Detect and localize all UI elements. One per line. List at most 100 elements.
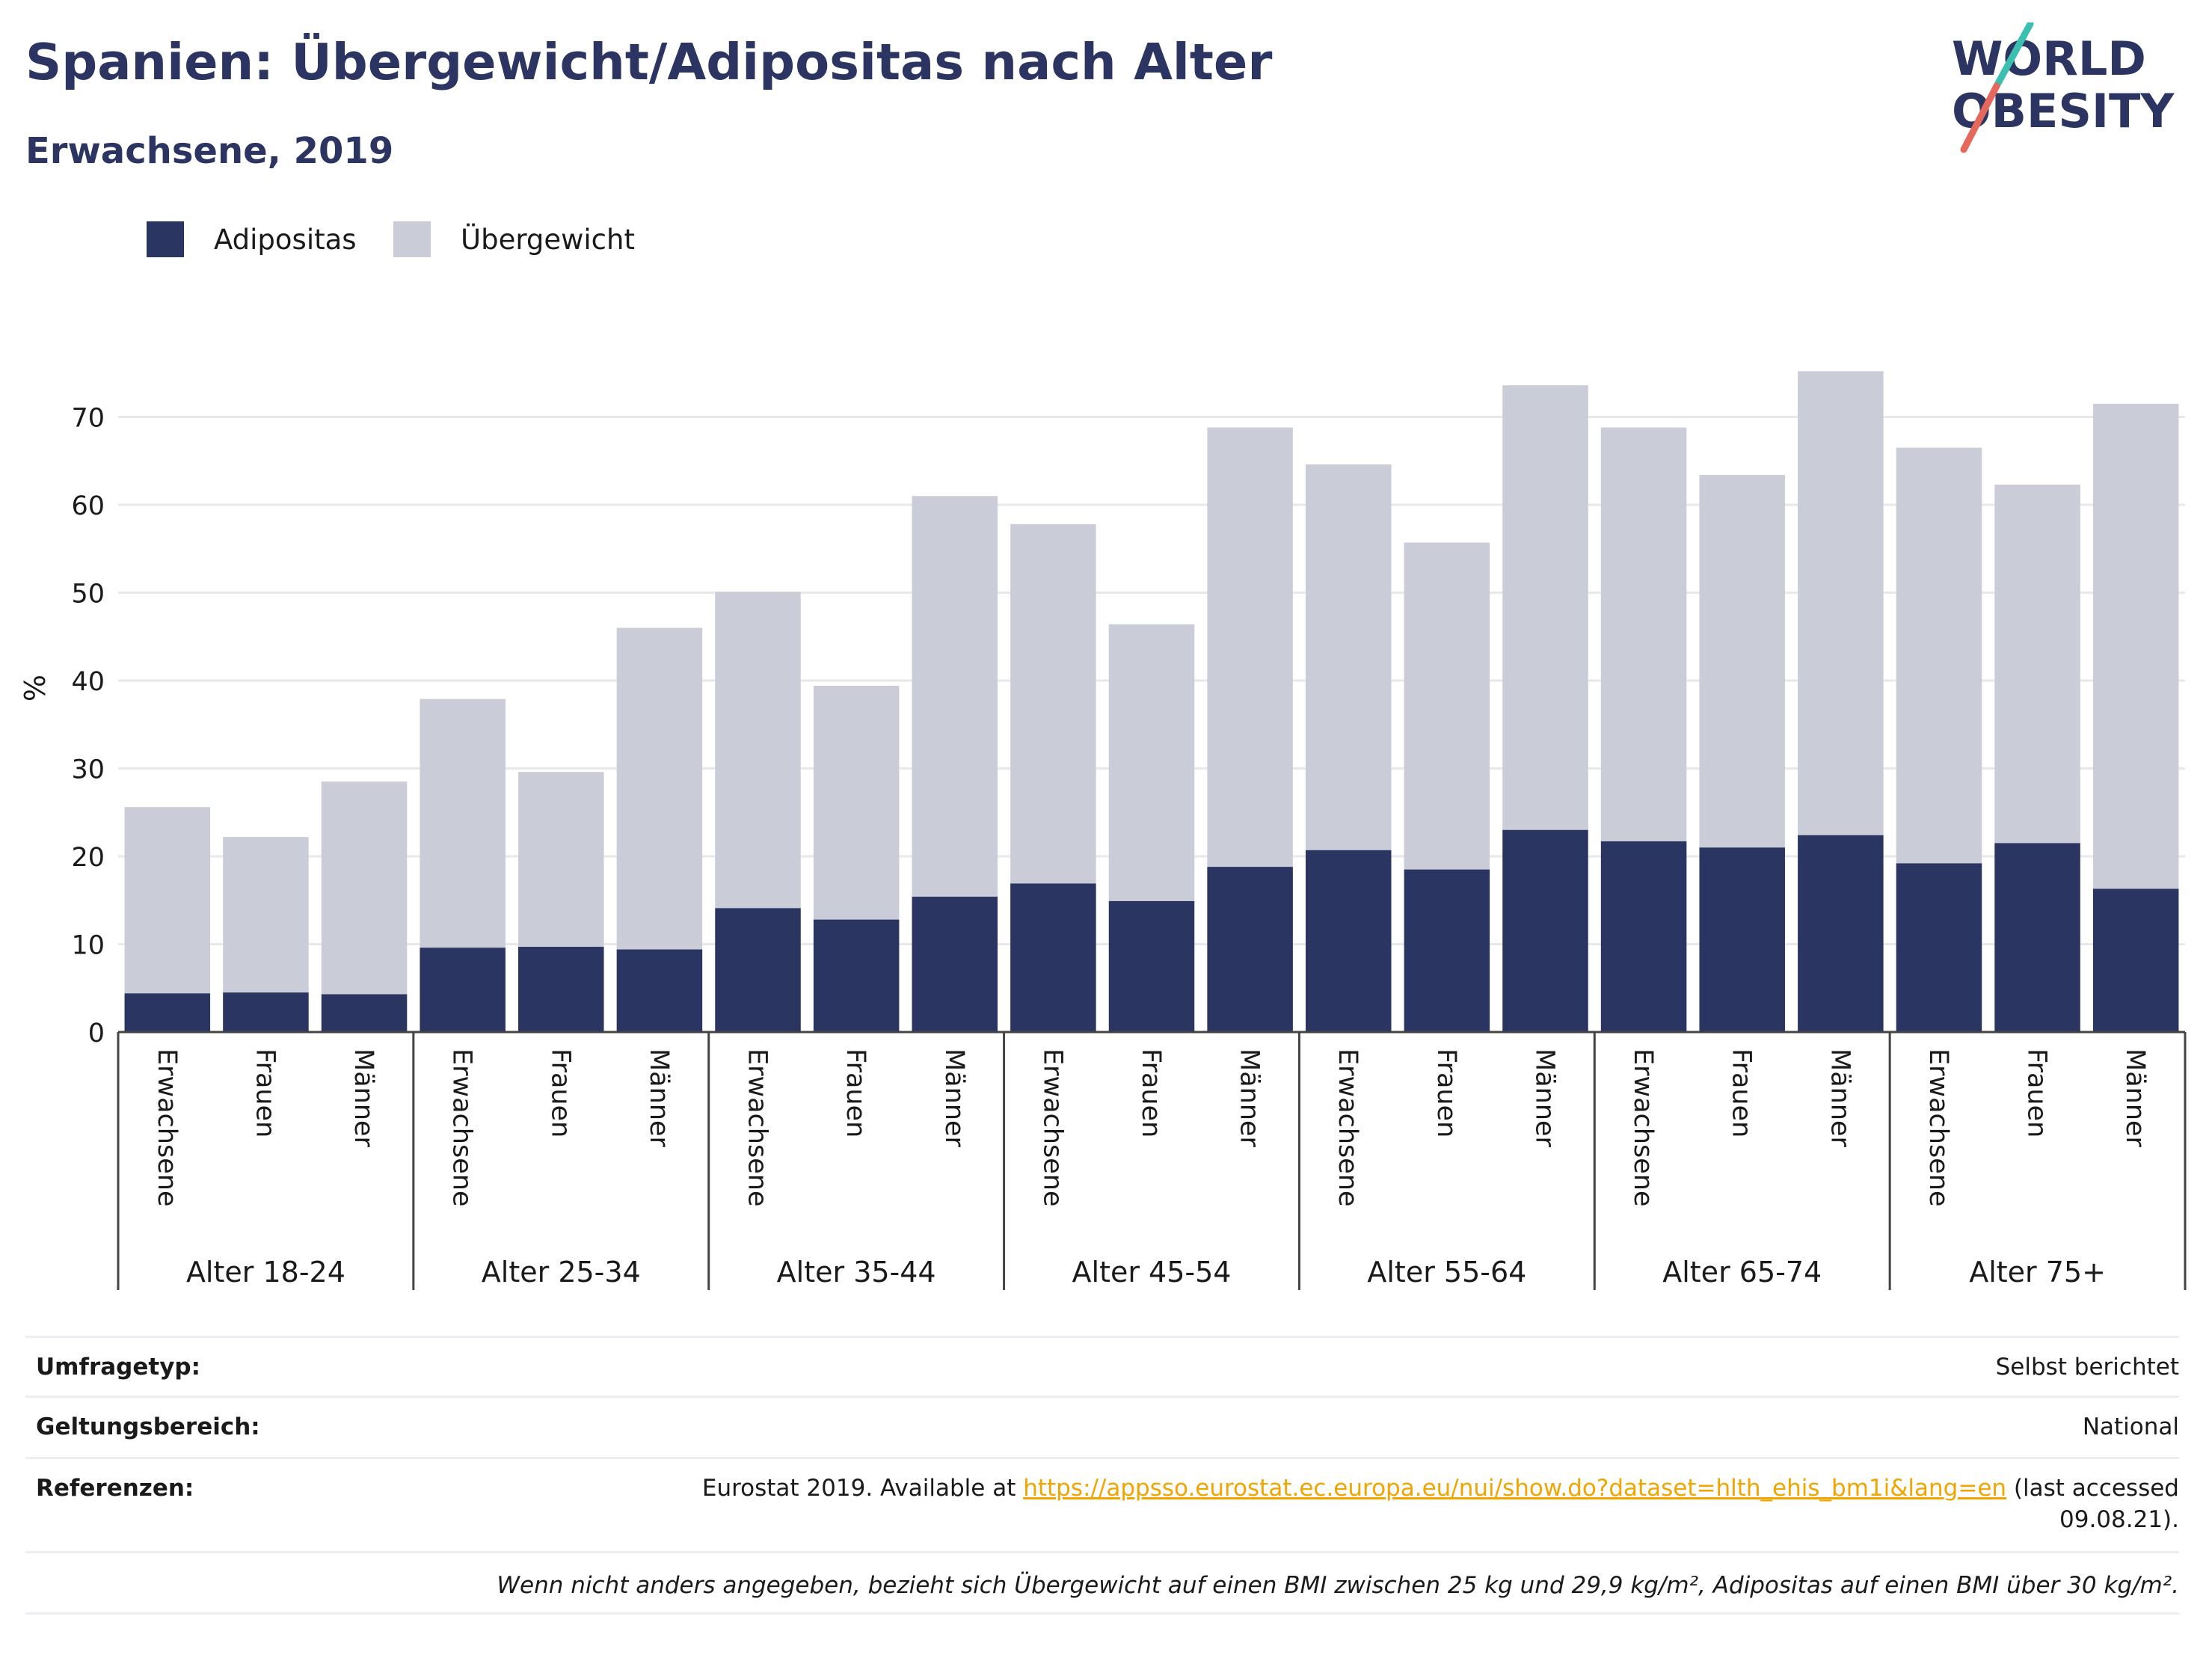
x-tick-label: Männer xyxy=(348,1048,378,1148)
x-tick-label: Erwachsene xyxy=(1333,1048,1362,1207)
group-label: Alter 35-44 xyxy=(777,1256,936,1289)
bar-adipositas xyxy=(813,919,900,1032)
bar-uebergewicht xyxy=(1798,371,1884,835)
bar-adipositas xyxy=(616,949,703,1032)
stacked-bar-chart: 0 10 20 30 40 50 60 70% Erwachsene Frauen Männer Er… xyxy=(19,371,2187,1290)
bar-uebergewicht xyxy=(1994,484,2080,844)
legend-label-uebergewicht: Übergewicht xyxy=(461,223,635,256)
y-tick-label: 20 xyxy=(71,843,105,873)
survey-type-label: Umfragetyp: xyxy=(36,1354,200,1381)
legend-item-uebergewicht[interactable]: Übergewicht xyxy=(393,221,635,257)
bar-uebergewicht xyxy=(1108,624,1195,901)
legend-swatch-adipositas xyxy=(147,221,184,257)
group-label: Alter 45-54 xyxy=(1072,1256,1232,1289)
group-label: Alter 65-74 xyxy=(1662,1256,1822,1289)
x-tick-label: Erwachsene xyxy=(152,1048,182,1207)
info-divider xyxy=(25,1336,2179,1338)
bar-adipositas xyxy=(1207,867,1293,1032)
survey-type-value: Selbst berichtet xyxy=(1995,1354,2179,1381)
bar-uebergewicht xyxy=(1896,447,1982,864)
bar-uebergewicht xyxy=(2092,403,2179,889)
bar-uebergewicht xyxy=(1502,385,1588,830)
y-tick-label: 10 xyxy=(71,931,105,961)
bar-uebergewicht xyxy=(813,686,900,920)
references-value: Eurostat 2019. Available at https://apps… xyxy=(702,1475,2179,1533)
y-tick-label: 0 xyxy=(88,1019,105,1048)
references-line-2: 09.08.21). xyxy=(2059,1506,2179,1533)
bar-uebergewicht xyxy=(1600,427,1687,842)
scope-label: Geltungsbereich: xyxy=(36,1413,260,1440)
bar-adipositas xyxy=(1600,841,1687,1032)
x-tick-label: Männer xyxy=(644,1048,674,1148)
x-tick-label: Männer xyxy=(1235,1048,1265,1148)
bar-adipositas xyxy=(1010,883,1096,1032)
y-tick-label: 30 xyxy=(71,755,105,785)
x-tick-label: Frauen xyxy=(1136,1048,1166,1137)
x-tick-label: Männer xyxy=(1529,1048,1559,1148)
bar-adipositas xyxy=(1699,847,1785,1032)
y-axis-label: % xyxy=(19,675,52,701)
bar-adipositas xyxy=(321,994,408,1032)
logo-text-obesity: OBESITY xyxy=(1952,84,2175,138)
bar-adipositas xyxy=(1404,869,1490,1032)
bar-uebergewicht xyxy=(124,807,211,994)
x-tick-label: Frauen xyxy=(2022,1048,2052,1137)
chart-title: Spanien: Übergewicht/Adipositas nach Alt… xyxy=(25,33,1273,91)
bar-adipositas xyxy=(124,993,211,1032)
group-label: Alter 75+ xyxy=(1969,1256,2106,1289)
references-text-after: (last accessed xyxy=(2006,1475,2179,1502)
bar-adipositas xyxy=(223,992,309,1032)
references-link[interactable]: https://appsso.eurostat.ec.europa.eu/nui… xyxy=(1023,1475,2007,1502)
x-tick-label: Erwachsene xyxy=(447,1048,477,1207)
x-tick-label: Frauen xyxy=(841,1048,870,1137)
bar-uebergewicht xyxy=(912,496,998,897)
references-text: Eurostat 2019. Available at xyxy=(701,1475,1024,1502)
bar-adipositas xyxy=(1305,850,1392,1032)
x-tick-label: Erwachsene xyxy=(1628,1048,1658,1207)
bar-uebergewicht xyxy=(1207,427,1293,868)
chart-subtitle: Erwachsene, 2019 xyxy=(25,130,394,172)
y-tick-label: 60 xyxy=(71,491,105,521)
x-tick-label: Erwachsene xyxy=(743,1048,772,1207)
scope-value: National xyxy=(2082,1413,2179,1440)
legend-item-adipositas[interactable]: Adipositas xyxy=(147,221,357,257)
y-tick-label: 50 xyxy=(71,580,105,610)
bar-adipositas xyxy=(1896,863,1982,1032)
x-tick-label: Männer xyxy=(1825,1048,1855,1148)
footnote: Wenn nicht anders angegeben, bezieht sic… xyxy=(497,1572,2179,1599)
x-tick-label: Erwachsene xyxy=(1923,1048,1953,1207)
y-tick-label: 70 xyxy=(71,404,105,434)
bar-uebergewicht xyxy=(1699,475,1785,848)
x-tick-label: Frauen xyxy=(1727,1048,1757,1137)
x-tick-label: Männer xyxy=(2120,1048,2150,1148)
bar-uebergewicht xyxy=(321,782,408,995)
bar-uebergewicht xyxy=(1010,523,1096,884)
bar-uebergewicht xyxy=(518,772,604,948)
x-tick-label: Erwachsene xyxy=(1037,1048,1067,1207)
bar-uebergewicht xyxy=(420,698,506,948)
group-label: Alter 25-34 xyxy=(482,1256,641,1289)
info-divider xyxy=(25,1612,2179,1615)
bar-adipositas xyxy=(1798,835,1884,1032)
bar-uebergewicht xyxy=(616,627,703,950)
logo-slash-bottom xyxy=(1960,82,2000,153)
bar-adipositas xyxy=(420,948,506,1032)
info-divider xyxy=(25,1551,2179,1553)
bar-adipositas xyxy=(518,947,604,1032)
bar-adipositas xyxy=(912,897,998,1032)
bar-uebergewicht xyxy=(1305,464,1392,850)
bar-adipositas xyxy=(2092,888,2179,1032)
references-label: Referenzen: xyxy=(36,1475,194,1502)
x-tick-label: Frauen xyxy=(545,1048,575,1137)
world-obesity-logo: WORLD OBESITY xyxy=(1952,22,2175,153)
bar-uebergewicht xyxy=(715,592,801,909)
info-divider xyxy=(25,1395,2179,1398)
info-divider xyxy=(25,1457,2179,1459)
references-line-1: Eurostat 2019. Available at https://apps… xyxy=(702,1475,2179,1502)
logo-text-world: WORLD xyxy=(1952,31,2146,86)
y-tick-label: 40 xyxy=(71,667,105,697)
group-label: Alter 55-64 xyxy=(1367,1256,1526,1289)
bar-adipositas xyxy=(1502,829,1588,1032)
bar-adipositas xyxy=(1994,843,2080,1032)
x-tick-label: Frauen xyxy=(250,1048,280,1137)
